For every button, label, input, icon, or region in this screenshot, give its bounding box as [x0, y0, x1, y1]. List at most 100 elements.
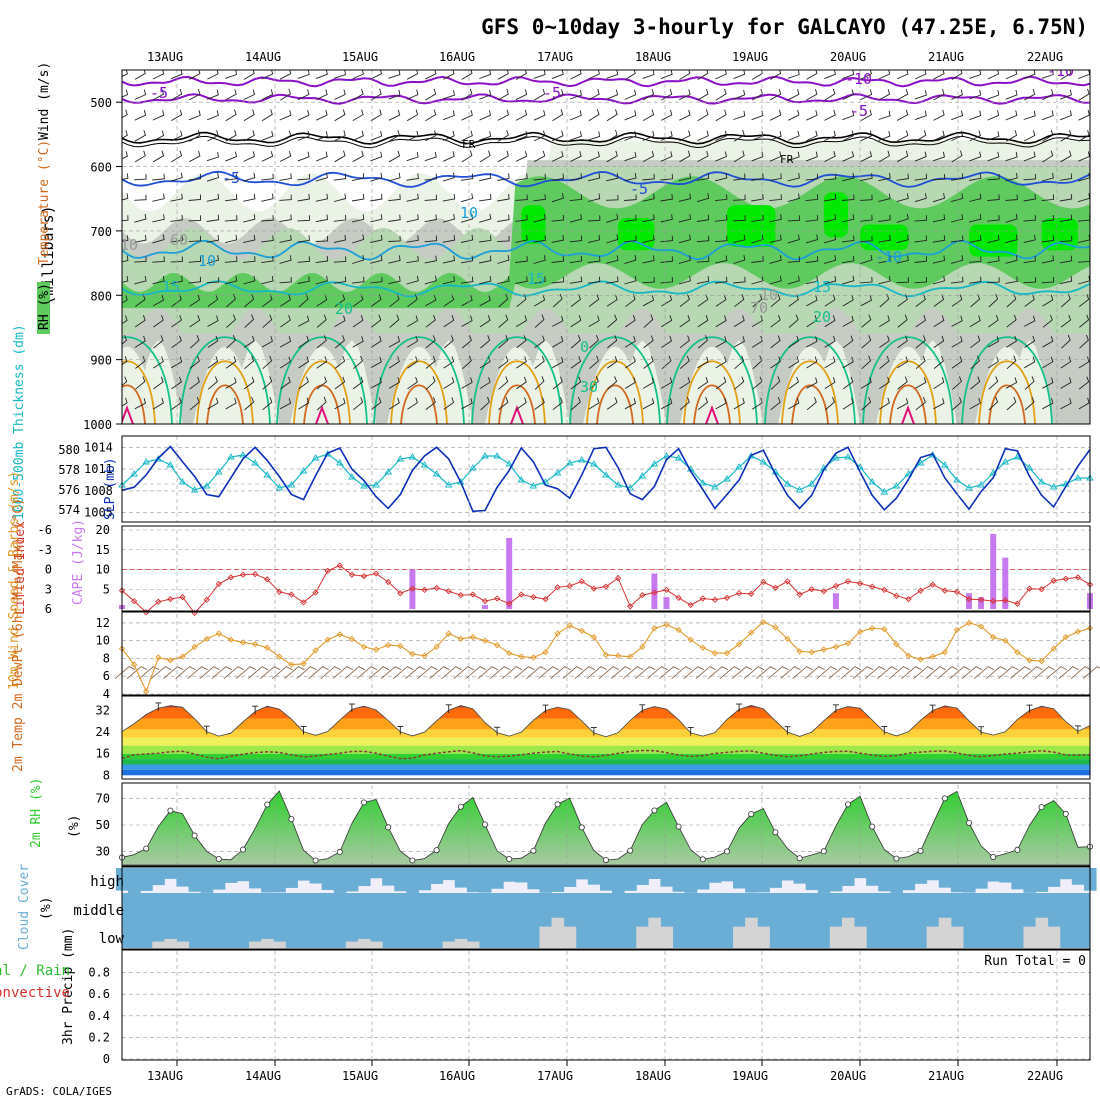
- rh2m-point: [554, 801, 561, 808]
- thickness-point: [602, 471, 610, 478]
- thickness-point: [941, 461, 949, 468]
- wind-barb: [171, 335, 182, 349]
- wind-barb: [788, 294, 799, 307]
- wind-barb: [388, 150, 401, 163]
- wind-barb: [896, 398, 909, 410]
- lifted-point: [1014, 600, 1021, 607]
- cape-bar: [482, 605, 488, 609]
- wind-barb: [842, 110, 855, 121]
- thickness-point: [372, 481, 380, 488]
- surface-wind-barb: [780, 666, 801, 680]
- y-tick-label: 600: [90, 161, 112, 175]
- wind-barb: [642, 88, 655, 101]
- wind-barb: [751, 173, 764, 181]
- surface-wind-barb: [453, 666, 475, 680]
- wind-barb: [1078, 356, 1090, 369]
- temp-contour-35: [315, 405, 329, 424]
- wind-barb: [460, 255, 474, 264]
- wind-barb: [515, 234, 528, 243]
- wind-barb: [769, 89, 782, 101]
- wind-barb: [122, 294, 128, 304]
- wind-barb: [787, 256, 800, 263]
- wind-barb: [914, 276, 928, 284]
- rh-core: [860, 224, 909, 251]
- precip-tick-label: 0.6: [88, 987, 110, 1001]
- wind-barb: [135, 376, 146, 390]
- wind-barb: [1061, 334, 1071, 349]
- wind-barb: [461, 130, 473, 142]
- surface-wind-barb: [610, 666, 632, 680]
- wind-barb: [352, 336, 364, 348]
- wind-barb: [261, 193, 274, 202]
- wind-barb: [316, 396, 327, 411]
- wind-barb: [122, 109, 128, 119]
- wind-barb: [714, 194, 728, 202]
- wind-barb: [624, 89, 637, 100]
- wind-barb: [497, 276, 510, 285]
- thickness-point: [759, 458, 768, 465]
- temp-contour-20: [961, 336, 1053, 424]
- wind-barb: [860, 235, 873, 243]
- wind-barb: [788, 109, 800, 121]
- date-label-top: 20AUG: [830, 50, 866, 64]
- wind-speed-point: [796, 648, 803, 655]
- cloud-high-bar: [236, 868, 250, 882]
- precip-tick-label: 0: [103, 1052, 110, 1066]
- wind-barb: [588, 151, 600, 162]
- wind-speed-point: [784, 635, 791, 643]
- wind-barb: [552, 376, 563, 390]
- wind-barb: [625, 315, 636, 328]
- surface-wind-barb: [768, 666, 789, 680]
- wind-barb: [279, 130, 292, 142]
- cloud-high-bar: [382, 868, 395, 886]
- cloud-low-bar: [345, 941, 359, 948]
- surface-wind-barb: [368, 666, 390, 680]
- cloud-low-bar: [563, 926, 577, 948]
- wind-barb: [552, 397, 563, 411]
- thickness-point: [360, 482, 368, 489]
- wind-barb: [823, 234, 837, 244]
- cape-bar: [651, 573, 658, 609]
- rh2m-point: [457, 803, 464, 810]
- cloud-high-bar: [672, 868, 686, 892]
- wind-barb: [261, 109, 273, 122]
- temp-contour-20: [862, 336, 954, 424]
- wind-barb: [370, 234, 383, 243]
- thickness-point: [638, 472, 647, 479]
- wind-barb: [932, 151, 945, 162]
- wind-barb: [551, 193, 564, 203]
- wind-barb: [606, 150, 618, 163]
- wind-barb: [552, 130, 564, 142]
- wind-speed-point: [590, 633, 598, 641]
- wind-speed-point: [1038, 657, 1045, 665]
- surface-wind-barb: [913, 666, 934, 680]
- wind-barb: [733, 150, 745, 163]
- wind-barb: [551, 235, 564, 243]
- wind-speed-line: [121, 621, 1091, 693]
- wind-barb: [914, 256, 928, 263]
- wind-barb: [406, 173, 419, 181]
- cloud-high-bar: [950, 868, 964, 893]
- wind-barb: [261, 255, 274, 264]
- wind-barb: [660, 130, 673, 141]
- wind-barb: [842, 376, 854, 390]
- wind-barb: [479, 356, 491, 369]
- lifted-point: [905, 595, 912, 603]
- wind-barb: [915, 377, 927, 389]
- wind-barb: [624, 356, 636, 369]
- wind-barb: [678, 173, 691, 182]
- lifted-point: [1050, 577, 1057, 584]
- wind-barb: [861, 396, 872, 411]
- wind-barb: [370, 151, 383, 162]
- wind-barb: [751, 275, 764, 285]
- wind-barb: [170, 193, 183, 202]
- wind-barb: [642, 214, 655, 223]
- chart-title: GFS 0~10day 3-hourly for GALCAYO (47.25E…: [481, 15, 1088, 39]
- rh2m-point: [360, 799, 367, 806]
- wind-barb: [1078, 109, 1090, 121]
- wind-barb: [498, 293, 509, 308]
- wind-barb: [678, 234, 691, 244]
- wind-barb: [842, 356, 854, 369]
